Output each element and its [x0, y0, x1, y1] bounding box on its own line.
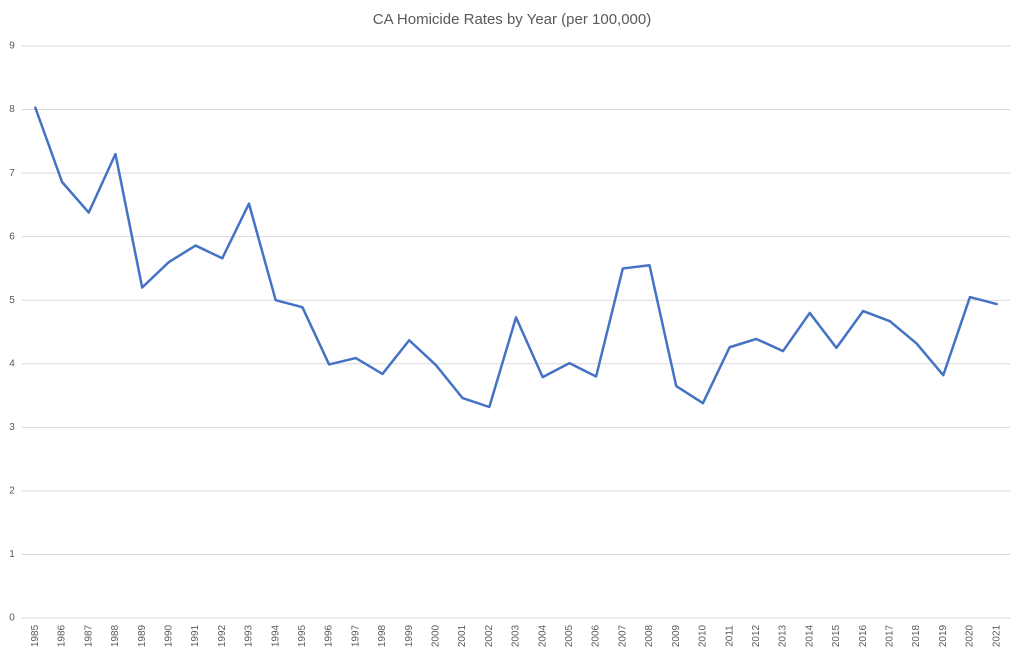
x-tick-label: 2020 [965, 624, 976, 647]
x-tick-label: 1991 [190, 624, 201, 647]
x-tick-label: 2018 [911, 624, 922, 647]
x-tick-label: 1995 [297, 624, 308, 647]
y-tick-label: 1 [9, 549, 15, 560]
x-tick-label: 1997 [350, 624, 361, 647]
x-tick-label: 2014 [804, 624, 815, 647]
x-tick-label: 1990 [164, 624, 175, 647]
x-tick-label: 1999 [404, 624, 415, 647]
x-tick-label: 1985 [30, 624, 41, 647]
x-tick-label: 2011 [724, 625, 735, 647]
y-tick-label: 4 [9, 358, 15, 369]
x-tick-label: 1994 [270, 624, 281, 647]
x-tick-label: 2010 [698, 624, 709, 647]
x-tick-label: 1993 [244, 624, 255, 647]
x-tick-label: 2001 [457, 624, 468, 647]
x-tick-label: 2012 [751, 624, 762, 647]
x-tick-label: 1986 [57, 624, 68, 647]
x-tick-label: 2015 [831, 624, 842, 647]
x-tick-label: 2000 [431, 624, 442, 647]
x-tick-label: 2019 [938, 624, 949, 647]
x-tick-label: 2008 [644, 624, 655, 647]
y-tick-label: 8 [9, 104, 15, 115]
x-tick-label: 1989 [137, 624, 148, 647]
y-tick-label: 5 [9, 295, 15, 306]
x-tick-label: 1988 [110, 624, 121, 647]
y-tick-label: 2 [9, 486, 15, 497]
x-tick-label: 1998 [377, 624, 388, 647]
x-tick-label: 1992 [217, 624, 228, 647]
y-tick-label: 9 [9, 41, 15, 52]
x-tick-label: 2004 [537, 624, 548, 647]
x-tick-label: 1987 [83, 624, 94, 647]
data-line [34, 106, 998, 409]
x-tick-label: 2017 [884, 624, 895, 647]
x-tick-label: 2021 [991, 624, 1002, 647]
y-tick-label: 3 [9, 422, 15, 433]
x-tick-label: 2005 [564, 624, 575, 647]
x-tick-label: 2013 [778, 624, 789, 647]
x-tick-label: 2002 [484, 624, 495, 647]
chart-title: CA Homicide Rates by Year (per 100,000) [373, 11, 652, 28]
x-tick-label: 1996 [324, 624, 335, 647]
x-tick-label: 2007 [617, 624, 628, 647]
x-tick-label: 2009 [671, 624, 682, 647]
y-tick-label: 6 [9, 231, 15, 242]
x-tick-label: 2006 [591, 624, 602, 647]
x-tick-label: 2016 [858, 624, 869, 647]
y-tick-label: 0 [9, 613, 15, 624]
y-tick-label: 7 [9, 168, 15, 179]
x-tick-label: 2003 [511, 624, 522, 647]
